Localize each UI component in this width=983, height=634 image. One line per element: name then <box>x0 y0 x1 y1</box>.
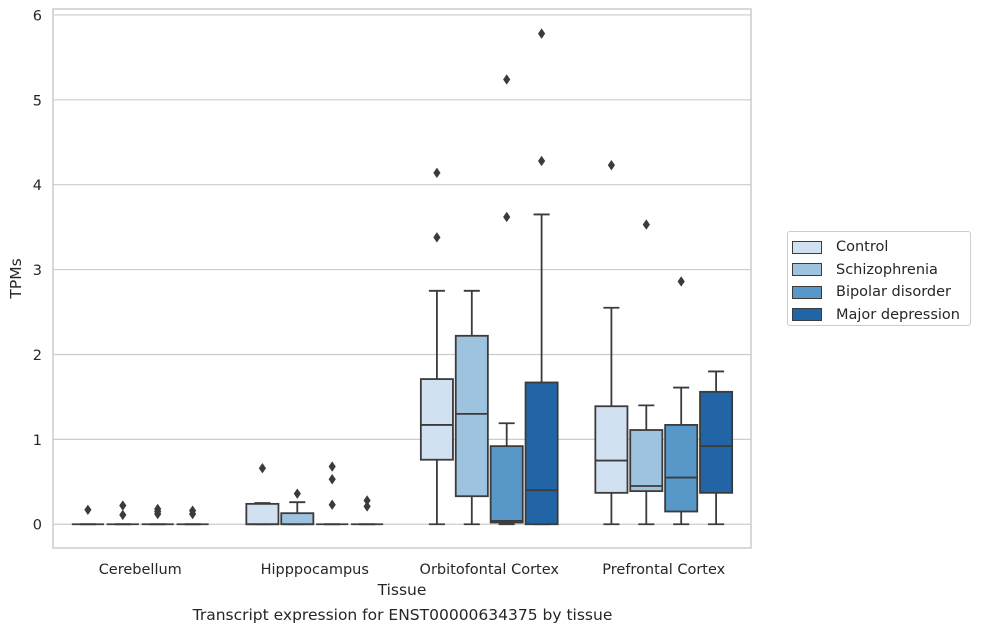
box-iqr <box>664 424 699 513</box>
box-iqr <box>594 405 629 494</box>
box-iqr <box>629 429 664 493</box>
outlier-point <box>258 463 266 474</box>
outlier-point <box>328 461 336 472</box>
box-iqr <box>489 445 524 524</box>
box-iqr <box>280 512 315 526</box>
legend-label-major-depression: Major depression <box>836 306 960 323</box>
box-schizophrenia-3 <box>629 219 664 526</box>
legend: Control Schizophrenia Bipolar disorder M… <box>787 231 971 326</box>
box-control-2 <box>419 167 454 526</box>
box-iqr <box>524 381 559 526</box>
legend-item: Major depression <box>792 304 970 327</box>
y-axis-label: TPMs <box>7 258 25 299</box>
y-tick-label: 1 <box>33 433 42 449</box>
box-bipolar-disorder-3 <box>664 276 699 526</box>
box-iqr <box>454 334 489 498</box>
x-tick-labels: Cerebellum Hipppocampus Orbitofontal Corte… <box>99 562 726 578</box>
legend-swatch-bipolar <box>792 285 822 299</box>
outlier-point <box>677 276 685 287</box>
outlier-point <box>154 508 162 520</box>
box-iqr <box>419 378 454 461</box>
box-control-3 <box>594 159 629 526</box>
outlier-point <box>119 509 127 521</box>
plot-frame <box>52 8 752 549</box>
x-tick-label: Hipppocampus <box>261 562 369 578</box>
outlier-point <box>433 232 441 243</box>
box-major-depression-2 <box>524 28 559 526</box>
outlier-point <box>538 28 546 39</box>
box-major-depression-1 <box>351 495 384 526</box>
y-tick-label: 3 <box>33 263 42 279</box>
x-tick-label: Prefrontal Cortex <box>602 562 725 578</box>
y-tick-label: 4 <box>33 178 42 194</box>
y-tick-label: 5 <box>33 93 42 109</box>
y-tick-label: 0 <box>33 518 42 534</box>
legend-item: Schizophrenia <box>792 259 970 282</box>
outlier-point <box>84 504 92 516</box>
outlier-point <box>328 474 336 485</box>
outlier-point <box>503 74 511 85</box>
legend-label-schizophrenia: Schizophrenia <box>836 261 938 278</box>
x-axis-label: Tissue <box>377 581 427 599</box>
outlier-point <box>607 159 615 171</box>
box-schizophrenia-2 <box>454 289 489 526</box>
box-control-0 <box>71 504 104 526</box>
box-iqr <box>245 502 280 526</box>
box-bipolar-disorder-2 <box>489 74 524 526</box>
box-layer <box>71 28 734 526</box>
gridlines <box>53 14 751 525</box>
box-bipolar-disorder-0 <box>141 503 174 526</box>
outlier-point <box>189 508 197 520</box>
y-tick-label: 2 <box>33 348 42 364</box>
outlier-point <box>363 495 371 506</box>
outlier-point <box>642 219 650 230</box>
outlier-point <box>363 501 371 512</box>
outlier-point <box>433 167 441 179</box>
box-schizophrenia-0 <box>106 500 139 526</box>
box-major-depression-0 <box>176 505 209 526</box>
outlier-point <box>293 488 301 499</box>
box-schizophrenia-1 <box>280 488 315 526</box>
outlier-point <box>328 499 336 510</box>
outlier-point <box>538 155 546 167</box>
legend-swatch-control <box>792 240 822 254</box>
box-iqr <box>699 390 734 494</box>
box-major-depression-3 <box>699 370 734 526</box>
y-tick-labels: 0 1 2 3 4 5 6 <box>33 8 42 533</box>
legend-item: Control <box>792 236 970 259</box>
legend-label-bipolar: Bipolar disorder <box>836 284 951 301</box>
outlier-point <box>119 500 127 511</box>
legend-swatch-schizophrenia <box>792 263 822 277</box>
outlier-point <box>503 211 511 223</box>
x-tick-label: Cerebellum <box>99 562 182 578</box>
box-bipolar-disorder-1 <box>316 461 349 526</box>
figure-caption: Transcript expression for ENST0000063437… <box>192 606 613 624</box>
box-control-1 <box>245 463 280 526</box>
legend-label-control: Control <box>836 239 889 256</box>
x-tick-label: Orbitofontal Cortex <box>420 562 560 578</box>
legend-item: Bipolar disorder <box>792 281 970 304</box>
y-tick-label: 6 <box>33 8 42 24</box>
legend-swatch-major-depression <box>792 308 822 322</box>
